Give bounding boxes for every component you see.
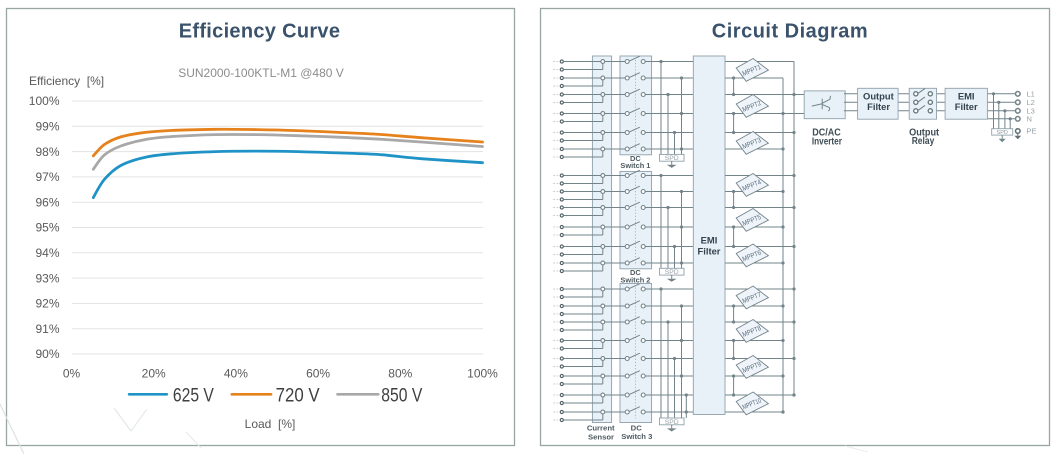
svg-text:60%: 60% xyxy=(306,367,330,381)
svg-text:625 V: 625 V xyxy=(173,385,214,407)
svg-text:93%: 93% xyxy=(35,271,59,285)
svg-text:EMI: EMI xyxy=(958,91,975,102)
svg-text:40%: 40% xyxy=(224,367,248,381)
svg-text:720 V: 720 V xyxy=(276,385,320,407)
svg-text:Sensor: Sensor xyxy=(588,432,614,441)
svg-text:DC: DC xyxy=(630,154,641,163)
svg-text:SPD: SPD xyxy=(665,419,679,426)
svg-text:Circuit Diagram: Circuit Diagram xyxy=(712,21,868,43)
svg-text:97%: 97% xyxy=(35,170,59,184)
svg-text:DC: DC xyxy=(631,423,643,432)
svg-text:Efficiency [%]: Efficiency [%] xyxy=(29,74,104,88)
svg-text:100%: 100% xyxy=(29,94,60,108)
svg-text:100%: 100% xyxy=(467,367,498,381)
svg-text:SUN2000-100KTL-M1 @480 V: SUN2000-100KTL-M1 @480 V xyxy=(178,66,344,80)
svg-text:Filter: Filter xyxy=(955,101,978,112)
svg-text:99%: 99% xyxy=(35,120,59,134)
svg-text:N: N xyxy=(1027,115,1032,124)
svg-text:DC: DC xyxy=(630,268,641,277)
svg-text:91%: 91% xyxy=(35,322,59,336)
svg-text:96%: 96% xyxy=(35,195,59,209)
svg-text:0%: 0% xyxy=(63,367,81,381)
svg-text:98%: 98% xyxy=(35,145,59,159)
svg-text:90%: 90% xyxy=(35,347,59,361)
svg-text:850 V: 850 V xyxy=(381,385,422,407)
svg-text:Load [%]: Load [%] xyxy=(245,417,296,431)
svg-text:EMI: EMI xyxy=(701,235,718,246)
svg-text:92%: 92% xyxy=(35,297,59,311)
svg-text:L1: L1 xyxy=(1027,90,1035,99)
svg-text:Output: Output xyxy=(863,91,894,102)
svg-text:Current: Current xyxy=(587,424,615,433)
svg-text:Efficiency Curve: Efficiency Curve xyxy=(179,21,341,43)
svg-text:95%: 95% xyxy=(35,221,59,235)
svg-text:Filter: Filter xyxy=(698,246,721,257)
svg-text:SPD: SPD xyxy=(665,269,679,276)
svg-text:PE: PE xyxy=(1027,127,1037,136)
svg-text:L2: L2 xyxy=(1027,98,1035,107)
svg-text:DC/AC: DC/AC xyxy=(812,126,841,138)
svg-text:20%: 20% xyxy=(142,367,166,381)
svg-text:Filter: Filter xyxy=(867,101,890,112)
svg-text:Switch 2: Switch 2 xyxy=(620,275,650,284)
svg-text:Output: Output xyxy=(909,126,939,138)
svg-text:SPD: SPD xyxy=(665,155,679,162)
svg-text:L3: L3 xyxy=(1027,107,1035,116)
svg-text:Inverter: Inverter xyxy=(812,136,842,148)
svg-text:SPD: SPD xyxy=(997,130,1008,136)
svg-text:Switch 1: Switch 1 xyxy=(620,161,650,170)
svg-text:80%: 80% xyxy=(388,367,412,381)
svg-text:Relay: Relay xyxy=(912,135,935,147)
svg-text:94%: 94% xyxy=(35,246,59,260)
svg-text:Switch 3: Switch 3 xyxy=(621,432,652,441)
